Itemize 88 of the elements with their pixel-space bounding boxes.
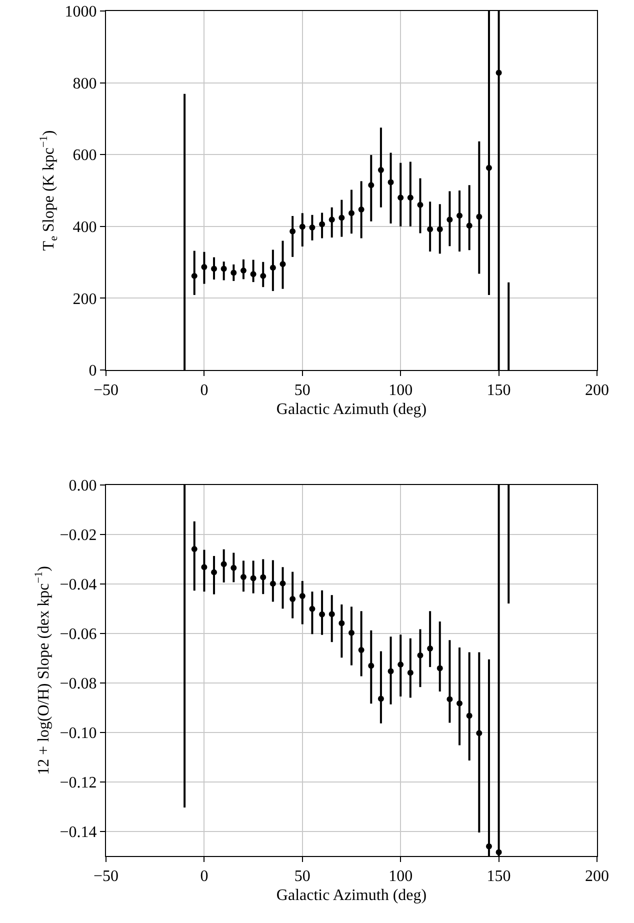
x-tick-label: 150 <box>486 382 511 400</box>
x-tick-label: 50 <box>294 868 310 886</box>
point <box>240 268 246 274</box>
point <box>388 179 394 186</box>
y-tick-label: −0.12 <box>60 774 97 792</box>
y-tick-label: 800 <box>72 75 97 92</box>
point <box>378 696 384 702</box>
point <box>299 593 306 600</box>
point <box>201 564 208 570</box>
point <box>260 574 266 580</box>
point <box>466 712 472 719</box>
x-tick-label: 0 <box>200 868 208 886</box>
x-tick-label: 0 <box>200 382 208 400</box>
point <box>358 206 364 213</box>
point <box>368 182 374 188</box>
x-axis-title: Galactic Azimuth (deg) <box>276 400 427 418</box>
y-tick-label: −0.04 <box>60 576 97 594</box>
y-tick-label: −0.14 <box>60 824 97 841</box>
point <box>388 668 394 674</box>
point <box>436 226 443 232</box>
y-tick-label: 0.00 <box>68 478 97 495</box>
point <box>191 546 198 552</box>
y-tick-label: −0.08 <box>60 675 97 692</box>
point <box>309 224 316 230</box>
point <box>476 730 482 736</box>
point <box>358 646 364 653</box>
y-tick-label: 200 <box>72 290 97 308</box>
point <box>446 696 453 702</box>
y-tick-label: 600 <box>72 147 97 164</box>
y-tick-label: −0.10 <box>60 724 97 742</box>
x-tick-label: 100 <box>388 382 413 400</box>
point <box>250 271 256 278</box>
point <box>338 214 345 221</box>
point <box>338 620 345 626</box>
x-tick-label: 100 <box>388 868 413 886</box>
x-tick-label: 50 <box>294 382 310 400</box>
point <box>319 611 326 618</box>
point <box>270 580 276 587</box>
point <box>368 662 374 669</box>
point <box>230 564 237 571</box>
point <box>398 194 404 201</box>
point <box>378 167 384 174</box>
y-tick-label: −0.02 <box>60 527 97 544</box>
point <box>427 226 434 232</box>
point <box>191 272 198 279</box>
point <box>299 224 306 230</box>
point <box>201 264 208 270</box>
point <box>348 630 354 636</box>
point <box>280 580 286 586</box>
x-tick-label: −50 <box>93 868 119 886</box>
x-tick-label: 150 <box>486 868 511 886</box>
y-tick-label: −0.06 <box>60 626 97 643</box>
point <box>250 575 256 582</box>
point <box>220 561 227 568</box>
point <box>446 216 453 223</box>
point <box>220 266 227 272</box>
point <box>270 264 276 271</box>
point <box>290 228 296 234</box>
x-tick-label: 200 <box>585 382 609 400</box>
x-tick-label: −50 <box>93 382 119 400</box>
x-axis-title: Galactic Azimuth (deg) <box>276 886 427 904</box>
point <box>466 222 472 229</box>
point <box>476 214 482 220</box>
point <box>280 261 286 268</box>
point <box>407 670 414 676</box>
point <box>319 221 326 228</box>
x-tick-label: 200 <box>585 868 609 886</box>
point <box>328 216 335 223</box>
point <box>417 202 424 208</box>
point <box>260 272 266 279</box>
point <box>328 611 335 618</box>
point <box>309 606 316 612</box>
point <box>398 662 404 668</box>
point <box>211 569 218 576</box>
point <box>436 665 443 672</box>
point <box>240 574 246 580</box>
point <box>417 652 424 658</box>
point <box>211 266 218 272</box>
point <box>290 596 296 602</box>
y-tick-label: 400 <box>72 219 97 236</box>
point <box>456 700 463 706</box>
y-tick-label: 0 <box>88 362 97 380</box>
point <box>230 270 237 276</box>
point <box>407 194 414 201</box>
point <box>348 210 354 216</box>
point <box>456 212 463 219</box>
point <box>427 645 434 652</box>
y-tick-label: 1000 <box>64 4 97 21</box>
